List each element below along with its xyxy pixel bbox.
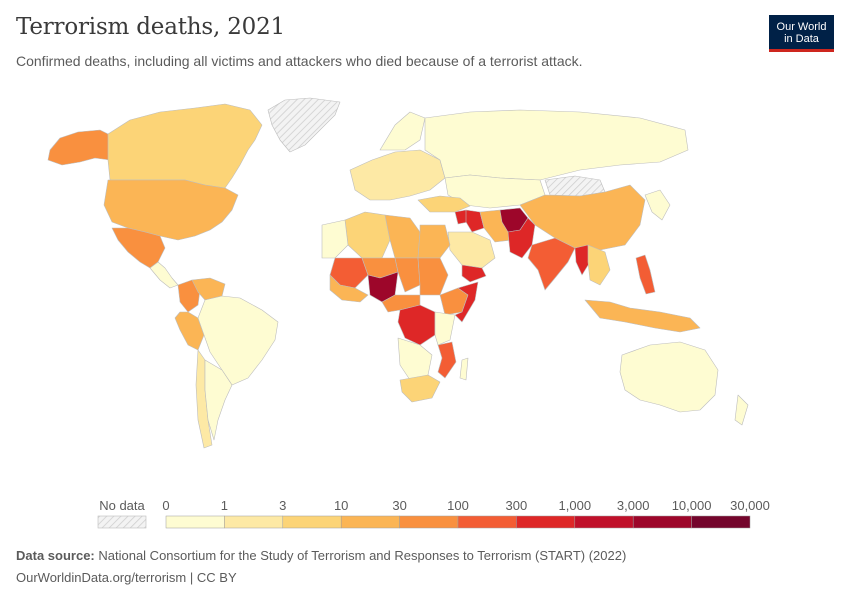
region-southern-africa[interactable] <box>397 337 433 381</box>
region-mongolia[interactable] <box>544 175 606 197</box>
region-madagascar[interactable] <box>459 357 469 381</box>
region-western-europe[interactable] <box>349 149 446 201</box>
legend-bin[interactable] <box>224 515 284 529</box>
chart-title: Terrorism deaths, 2021 <box>16 14 285 40</box>
region-chad[interactable] <box>394 257 421 293</box>
legend-bin[interactable] <box>340 515 400 529</box>
region-algeria[interactable] <box>344 211 391 259</box>
legend-bin[interactable] <box>691 515 751 529</box>
legend-tick-label: 1 <box>221 498 228 513</box>
logo-line-2: in Data <box>784 33 819 45</box>
region-southeast-asia[interactable] <box>587 244 611 286</box>
footer-link-line: OurWorldinData.org/terrorism | CC BY <box>16 570 237 585</box>
region-turkey[interactable] <box>417 195 471 213</box>
footer-url[interactable]: OurWorldinData.org/terrorism <box>16 570 187 585</box>
legend-no-data-swatch <box>97 515 147 529</box>
region-east-asia[interactable] <box>644 189 671 221</box>
region-alaska[interactable] <box>47 129 111 166</box>
region-somalia[interactable] <box>454 281 479 323</box>
region-sudan[interactable] <box>417 257 449 296</box>
region-greenland[interactable] <box>267 97 341 153</box>
footer-license: | CC BY <box>189 570 237 585</box>
region-scandinavia[interactable] <box>379 111 426 151</box>
color-legend: No data 0 1 3 10 30 100 300 1,000 3,000 10,000 30,… <box>97 498 770 529</box>
legend-bin[interactable] <box>574 515 634 529</box>
legend-bin[interactable] <box>399 515 459 529</box>
legend-bin[interactable] <box>165 515 225 529</box>
legend-tick-label: 300 <box>506 498 528 513</box>
region-iraq[interactable] <box>465 209 485 233</box>
legend-tick-label: 30 <box>392 498 406 513</box>
owid-logo[interactable]: Our World in Data <box>769 15 834 52</box>
legend-tick-label: 10,000 <box>672 498 712 513</box>
legend-tick-label: 3,000 <box>617 498 650 513</box>
region-mozambique[interactable] <box>437 341 457 379</box>
region-new-zealand[interactable] <box>734 394 749 426</box>
region-west-africa[interactable] <box>329 274 369 303</box>
region-philippines[interactable] <box>635 254 656 295</box>
region-argentina[interactable] <box>204 359 233 441</box>
legend-tick-label: 3 <box>279 498 286 513</box>
region-east-africa[interactable] <box>434 311 456 346</box>
data-source-text: National Consortium for the Study of Ter… <box>98 548 627 563</box>
world-map[interactable] <box>0 80 850 480</box>
legend-tick-label: 0 <box>162 498 169 513</box>
region-myanmar[interactable] <box>574 244 591 276</box>
legend-no-data-label: No data <box>99 498 145 513</box>
logo-line-1: Our World <box>776 21 827 33</box>
legend-bin[interactable] <box>457 515 517 529</box>
region-south-africa[interactable] <box>399 374 441 403</box>
region-saudi-arabia[interactable] <box>447 231 496 269</box>
region-egypt[interactable] <box>417 224 451 259</box>
legend-bin[interactable] <box>516 515 576 529</box>
data-source-label: Data source: <box>16 548 95 563</box>
chart-subtitle: Confirmed deaths, including all victims … <box>16 53 583 69</box>
region-libya[interactable] <box>384 214 421 259</box>
region-indonesia[interactable] <box>584 299 701 333</box>
region-brazil[interactable] <box>197 295 279 386</box>
region-canada[interactable] <box>107 103 263 189</box>
region-central-america[interactable] <box>149 261 179 289</box>
region-united-states[interactable] <box>103 179 239 241</box>
region-india[interactable] <box>527 237 576 291</box>
data-source: Data source: National Consortium for the… <box>16 548 626 563</box>
region-australia[interactable] <box>619 341 719 413</box>
legend-tick-label: 10 <box>334 498 348 513</box>
legend-bin[interactable] <box>282 515 342 529</box>
region-morocco[interactable] <box>321 219 349 259</box>
region-dr-congo[interactable] <box>397 304 436 346</box>
region-russia[interactable] <box>424 109 689 181</box>
region-yemen[interactable] <box>461 264 487 283</box>
legend-tick-label: 30,000 <box>730 498 770 513</box>
legend-tick-label: 100 <box>447 498 469 513</box>
legend-tick-label: 1,000 <box>559 498 592 513</box>
region-pakistan[interactable] <box>507 217 536 259</box>
legend-bin[interactable] <box>632 515 692 529</box>
